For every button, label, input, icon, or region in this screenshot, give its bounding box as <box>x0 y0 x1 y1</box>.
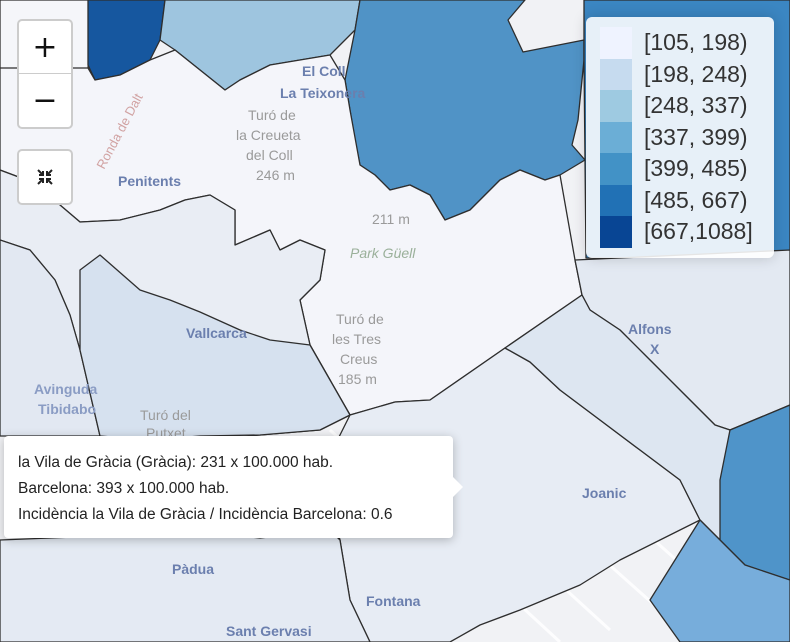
legend: [105, 198) [198, 248) [248, 337) [337, 3… <box>586 17 774 258</box>
svg-text:la Creueta: la Creueta <box>236 127 301 143</box>
zoom-in-button[interactable]: + <box>32 29 58 65</box>
zoom-divider <box>19 73 71 74</box>
label-la-teixonera: La Teixonera <box>280 85 366 101</box>
label-padua: Pàdua <box>172 561 214 577</box>
label-joanic: Joanic <box>582 485 627 501</box>
legend-label: [337, 399) <box>644 123 748 150</box>
legend-item: [485, 667) <box>600 184 774 216</box>
legend-swatch <box>600 184 632 216</box>
reset-view-button[interactable] <box>19 151 71 203</box>
label-avinguda-tibidabo: Avinguda Tibidabo <box>34 381 97 417</box>
legend-label: [248, 337) <box>644 92 748 119</box>
legend-label: [198, 248) <box>644 60 748 87</box>
label-penitents: Penitents <box>118 173 181 189</box>
svg-text:246 m: 246 m <box>256 167 295 183</box>
district-bottom-right[interactable] <box>649 519 790 642</box>
legend-item: [248, 337) <box>600 90 774 122</box>
reset-view-control <box>17 149 73 205</box>
legend-item: [105, 198) <box>600 27 774 59</box>
legend-swatch <box>600 27 632 59</box>
legend-item: [337, 399) <box>600 121 774 153</box>
legend-item: [198, 248) <box>600 58 774 90</box>
label-turo-tres-creus: Turó de les Tres Creus 185 m <box>332 311 384 387</box>
legend-label: [399, 485) <box>644 155 748 182</box>
district-tooltip: la Vila de Gràcia (Gràcia): 231 x 100.00… <box>4 436 463 538</box>
svg-text:Alfons: Alfons <box>628 321 672 337</box>
svg-text:Avinguda: Avinguda <box>34 381 97 397</box>
svg-text:del Coll: del Coll <box>246 147 293 163</box>
compress-arrows-icon <box>37 169 53 185</box>
tooltip-city-incidence: Barcelona: 393 x 100.000 hab. <box>18 480 230 497</box>
legend-swatch <box>600 121 632 153</box>
tooltip-district-incidence: la Vila de Gràcia (Gràcia): 231 x 100.00… <box>18 454 334 471</box>
svg-text:Tibidabo: Tibidabo <box>38 401 96 417</box>
legend-item: [667,1088] <box>600 216 774 248</box>
legend-swatch <box>600 216 632 248</box>
legend-label: [485, 667) <box>644 186 748 213</box>
label-vallcarca: Vallcarca <box>186 325 247 341</box>
district-sant-gervasi[interactable] <box>0 529 371 642</box>
legend-swatch <box>600 90 632 122</box>
legend-item: [399, 485) <box>600 153 774 185</box>
svg-text:Turó del: Turó del <box>140 407 191 423</box>
zoom-control: + − <box>17 19 73 129</box>
svg-text:X: X <box>650 341 660 357</box>
label-turo-creueta: Turó de la Creueta del Coll 246 m <box>236 107 301 183</box>
legend-swatch <box>600 153 632 185</box>
label-el-coll: El Coll <box>302 63 346 79</box>
zoom-out-button[interactable]: − <box>32 82 58 118</box>
svg-text:Turó de: Turó de <box>336 311 384 327</box>
label-peak-211: 211 m <box>372 211 410 227</box>
label-alfons-x: Alfons X <box>628 321 672 357</box>
svg-text:Creus: Creus <box>340 351 377 367</box>
label-park-guell: Park Güell <box>350 245 416 261</box>
label-fontana: Fontana <box>366 593 421 609</box>
tooltip-incidence-ratio: Incidència la Vila de Gràcia / Incidènci… <box>18 506 393 523</box>
legend-label: [667,1088] <box>644 218 753 245</box>
svg-text:Turó de: Turó de <box>248 107 296 123</box>
district-joanic[interactable] <box>504 294 790 581</box>
svg-text:les Tres: les Tres <box>332 331 381 347</box>
svg-text:185 m: 185 m <box>338 371 377 387</box>
legend-swatch <box>600 58 632 90</box>
legend-label: [105, 198) <box>644 29 748 56</box>
label-sant-gervasi: Sant Gervasi <box>226 623 312 639</box>
